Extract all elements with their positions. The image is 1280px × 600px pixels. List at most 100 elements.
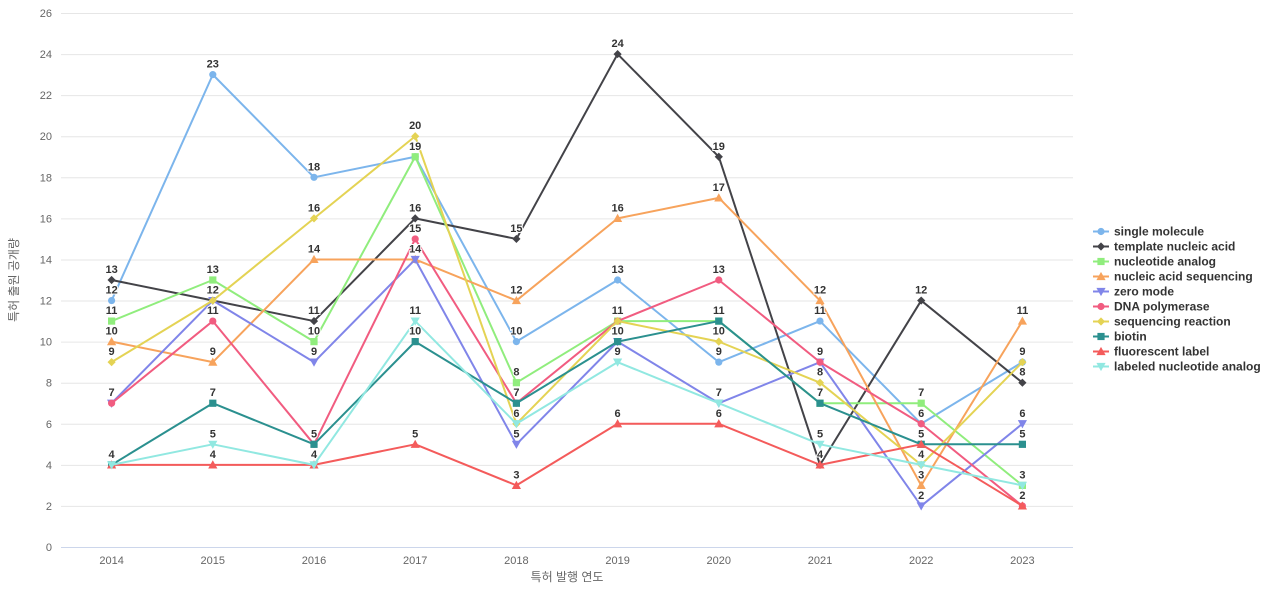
data-label: 10 (105, 326, 117, 338)
data-label: 13 (207, 264, 219, 276)
data-label: 8 (513, 367, 519, 379)
series-nucleic-acid-sequencing (107, 193, 1027, 489)
y-tick-label: 26 (40, 8, 52, 20)
point-marker-triangle (208, 460, 218, 469)
x-tick-label: 2014 (99, 555, 123, 567)
point-marker-square (411, 153, 419, 161)
point-marker-triangle (916, 439, 926, 448)
legend-item-DNA-polymerase[interactable]: DNA polymerase (1093, 300, 1210, 314)
data-label: 3 (513, 469, 519, 481)
series-lines (107, 49, 1027, 511)
point-marker-square (512, 399, 520, 407)
data-label: 9 (311, 346, 317, 358)
legend-item-fluorescent-label[interactable]: fluorescent label (1093, 345, 1209, 359)
point-marker-circle (816, 317, 824, 325)
point-marker-square (209, 276, 217, 284)
legend-item-single-molecule[interactable]: single molecule (1093, 225, 1204, 239)
data-label: 9 (716, 346, 722, 358)
legend-item-biotin[interactable]: biotin (1093, 330, 1147, 344)
point-marker-diamond (411, 132, 420, 141)
point-marker-triangle-down (511, 440, 521, 449)
point-marker-triangle (613, 213, 623, 222)
y-tick-label: 2 (46, 501, 52, 513)
data-label: 9 (817, 346, 823, 358)
point-marker-diamond (815, 378, 825, 387)
point-marker-triangle (916, 480, 926, 489)
legend-label: nucleotide analog (1114, 255, 1216, 269)
point-marker-circle (209, 71, 217, 79)
legend-item-sequencing-reaction[interactable]: sequencing reaction (1093, 315, 1231, 329)
data-label: 10 (611, 326, 623, 338)
point-marker-triangle (208, 357, 218, 366)
point-marker-square (614, 338, 622, 346)
data-label: 5 (210, 428, 216, 440)
data-label: 20 (409, 120, 421, 132)
y-tick-label: 10 (40, 337, 52, 349)
x-axis: 2014 2015 2016 2017 2018 2019 2020 2021 2022 2023 (61, 547, 1073, 567)
point-marker-diamond (917, 296, 926, 305)
data-label: 5 (817, 428, 823, 440)
data-label: 7 (109, 387, 115, 399)
data-label: 13 (713, 264, 725, 276)
data-label: 12 (814, 285, 826, 297)
point-marker-triangle-down (410, 317, 420, 326)
data-label: 11 (106, 305, 118, 317)
series-labeled-nucleotide-analog (107, 317, 1027, 490)
point-marker-triangle (1096, 346, 1106, 356)
point-marker-diamond (208, 296, 217, 305)
point-marker-diamond (411, 214, 420, 223)
data-label: 4 (817, 449, 824, 461)
legend-label: biotin (1114, 330, 1147, 344)
legend-item-labeled-nucleotide-analog[interactable]: labeled nucleotide analog (1093, 360, 1261, 374)
point-marker-diamond (107, 358, 116, 367)
legend-item-zero-mode[interactable]: zero mode (1093, 285, 1174, 299)
point-marker-triangle-down (916, 461, 926, 470)
point-marker-triangle (613, 419, 623, 428)
series-line (111, 320, 1023, 487)
y-tick-label: 6 (46, 419, 52, 431)
point-marker-triangle-down (309, 461, 319, 470)
data-label: 6 (918, 408, 924, 420)
series-single-molecule (108, 71, 1026, 428)
point-marker-triangle-down (208, 440, 218, 449)
data-label: 7 (918, 387, 924, 399)
point-marker-triangle (1096, 271, 1106, 281)
x-tick-label: 2016 (302, 555, 326, 567)
x-tick-label: 2022 (909, 555, 933, 567)
point-marker-circle (108, 399, 116, 407)
point-marker-diamond (613, 49, 622, 59)
data-label: 5 (1019, 428, 1025, 440)
legend-item-template-nucleic-acid[interactable]: template nucleic acid (1093, 240, 1235, 254)
point-marker-square (1097, 257, 1105, 266)
data-label: 16 (409, 202, 421, 214)
x-tick-label: 2020 (707, 555, 731, 567)
data-label: 18 (308, 161, 320, 173)
data-label: 17 (713, 182, 725, 194)
data-labels: 1223181910139116913121116152419412811131… (104, 37, 1029, 503)
data-label: 9 (210, 346, 216, 358)
data-label: 9 (109, 346, 115, 358)
data-label: 16 (308, 202, 320, 214)
data-label: 3 (1019, 469, 1025, 481)
point-marker-circle (310, 173, 318, 181)
legend-label: nucleic acid sequencing (1114, 270, 1253, 284)
point-marker-triangle (815, 295, 825, 305)
point-marker-triangle-down (511, 420, 521, 429)
legend-item-nucleic-acid-sequencing[interactable]: nucleic acid sequencing (1093, 270, 1253, 284)
data-label: 13 (611, 264, 623, 276)
y-tick-label: 14 (40, 254, 52, 266)
point-marker-square (816, 399, 824, 407)
point-marker-triangle-down (916, 502, 926, 511)
data-label: 7 (716, 387, 722, 399)
x-tick-label: 2015 (201, 555, 225, 567)
point-marker-diamond (309, 316, 319, 326)
legend-label: single molecule (1114, 225, 1204, 239)
point-marker-circle (108, 296, 116, 305)
y-tick-label: 12 (40, 296, 52, 308)
point-marker-square (1097, 332, 1105, 341)
point-marker-diamond (613, 316, 622, 326)
data-label: 11 (814, 305, 826, 317)
legend-label: DNA polymerase (1114, 300, 1210, 314)
legend-item-nucleotide-analog[interactable]: nucleotide analog (1093, 255, 1216, 269)
data-label: 6 (716, 408, 722, 420)
